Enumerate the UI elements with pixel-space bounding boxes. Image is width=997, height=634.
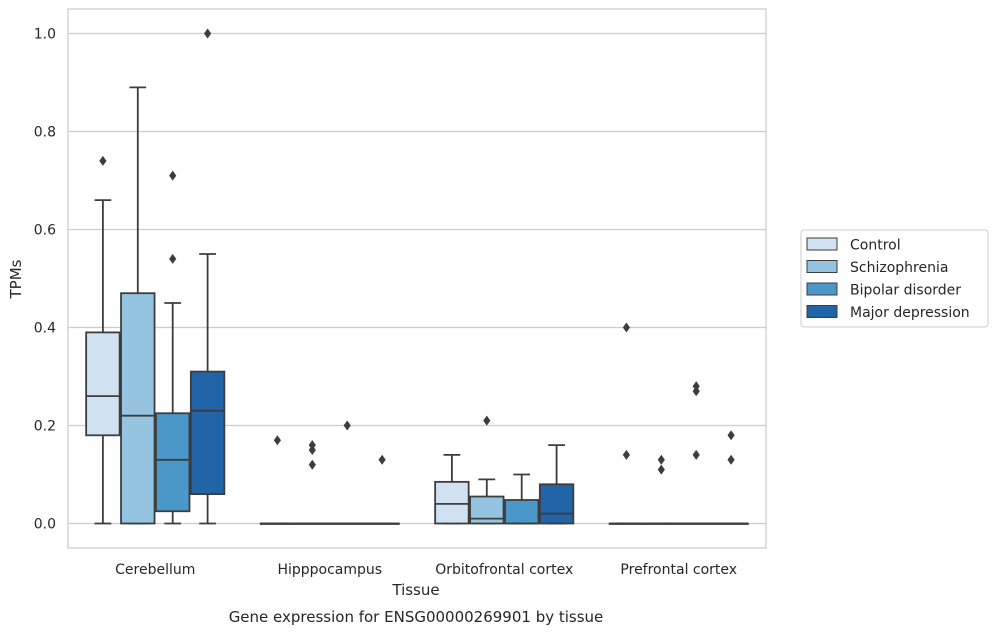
- box-3: [713, 430, 749, 525]
- chart-caption: Gene expression for ENSG00000269901 by t…: [229, 608, 604, 626]
- box-body: [434, 480, 470, 525]
- y-tick-label: 0.4: [34, 321, 56, 337]
- box-0: [120, 86, 156, 525]
- box-2: [469, 415, 505, 525]
- outlier-point: [692, 386, 700, 397]
- plot-frame: [67, 8, 767, 549]
- box-body: [85, 331, 121, 437]
- y-tick-labels: 0.0 0.2 0.4 0.6 0.8 1.0: [34, 27, 56, 533]
- box-0: [155, 170, 191, 525]
- outlier-point: [308, 440, 316, 451]
- x-axis-label: Tissue: [391, 581, 439, 599]
- legend-swatch: [806, 305, 838, 318]
- outlier-point: [657, 464, 665, 475]
- series-schizophrenia: [120, 86, 679, 525]
- series-bipolar-disorder: [155, 170, 714, 525]
- y-tick-label: 0.6: [34, 223, 56, 239]
- legend-label: Schizophrenia: [850, 260, 948, 276]
- x-tick-label: Prefrontal cortex: [620, 562, 737, 578]
- box-groups: [85, 28, 749, 525]
- outlier-point: [343, 420, 351, 431]
- outlier-point: [727, 454, 735, 465]
- outlier-point: [99, 155, 107, 166]
- outlier-point: [622, 322, 630, 333]
- legend-label: Control: [850, 238, 901, 254]
- legend-frame: [800, 229, 989, 328]
- legend-swatch: [806, 260, 838, 273]
- box-body: [189, 370, 226, 496]
- legend-swatch: [806, 282, 838, 296]
- outlier-point: [483, 415, 491, 426]
- series-control: [85, 155, 645, 525]
- legend-label: Bipolar disorder: [850, 283, 961, 299]
- outlier-point: [378, 454, 386, 465]
- box-1: [364, 454, 400, 525]
- y-tick-label: 0.2: [34, 419, 56, 435]
- outlier-point: [273, 435, 281, 446]
- box-body: [155, 412, 191, 513]
- x-tick-label: Hipppocampus: [277, 562, 382, 578]
- box-1: [329, 420, 365, 525]
- outlier-point: [727, 430, 735, 441]
- x-tick-labels: Cerebellum Hipppocampus Orbitofrontal cort…: [115, 562, 737, 578]
- legend-label: Major depression: [850, 305, 970, 321]
- y-tick-label: 1.0: [34, 27, 56, 43]
- outlier-point: [169, 170, 177, 181]
- legend-swatch: [806, 237, 838, 251]
- x-tick-label: Cerebellum: [115, 562, 195, 578]
- box-body: [538, 483, 575, 525]
- outlier-point: [622, 449, 630, 460]
- box-1: [294, 440, 330, 525]
- y-tick-label: 0.8: [34, 125, 56, 141]
- x-tick-label: Orbitofrontal cortex: [435, 562, 573, 578]
- y-tick-label: 0.0: [34, 517, 56, 533]
- legend: Control Schizophrenia Bipolar disorder Majo…: [800, 229, 989, 328]
- outlier-point: [692, 449, 700, 460]
- box-3: [643, 454, 679, 525]
- box-3: [678, 381, 714, 525]
- box-2: [504, 473, 540, 525]
- box-0: [85, 155, 121, 525]
- outlier-point: [169, 253, 177, 264]
- box-body: [504, 499, 540, 525]
- outlier-point: [657, 454, 665, 465]
- box-body: [120, 292, 156, 525]
- box-1: [259, 435, 296, 525]
- box-0: [189, 28, 226, 525]
- box-2: [434, 453, 470, 525]
- outlier-point: [204, 28, 212, 39]
- box-3: [608, 322, 645, 525]
- box-2: [538, 444, 575, 525]
- y-axis-label: TPMs: [7, 259, 25, 299]
- series-major-depression: [189, 28, 749, 525]
- outlier-point: [308, 459, 316, 470]
